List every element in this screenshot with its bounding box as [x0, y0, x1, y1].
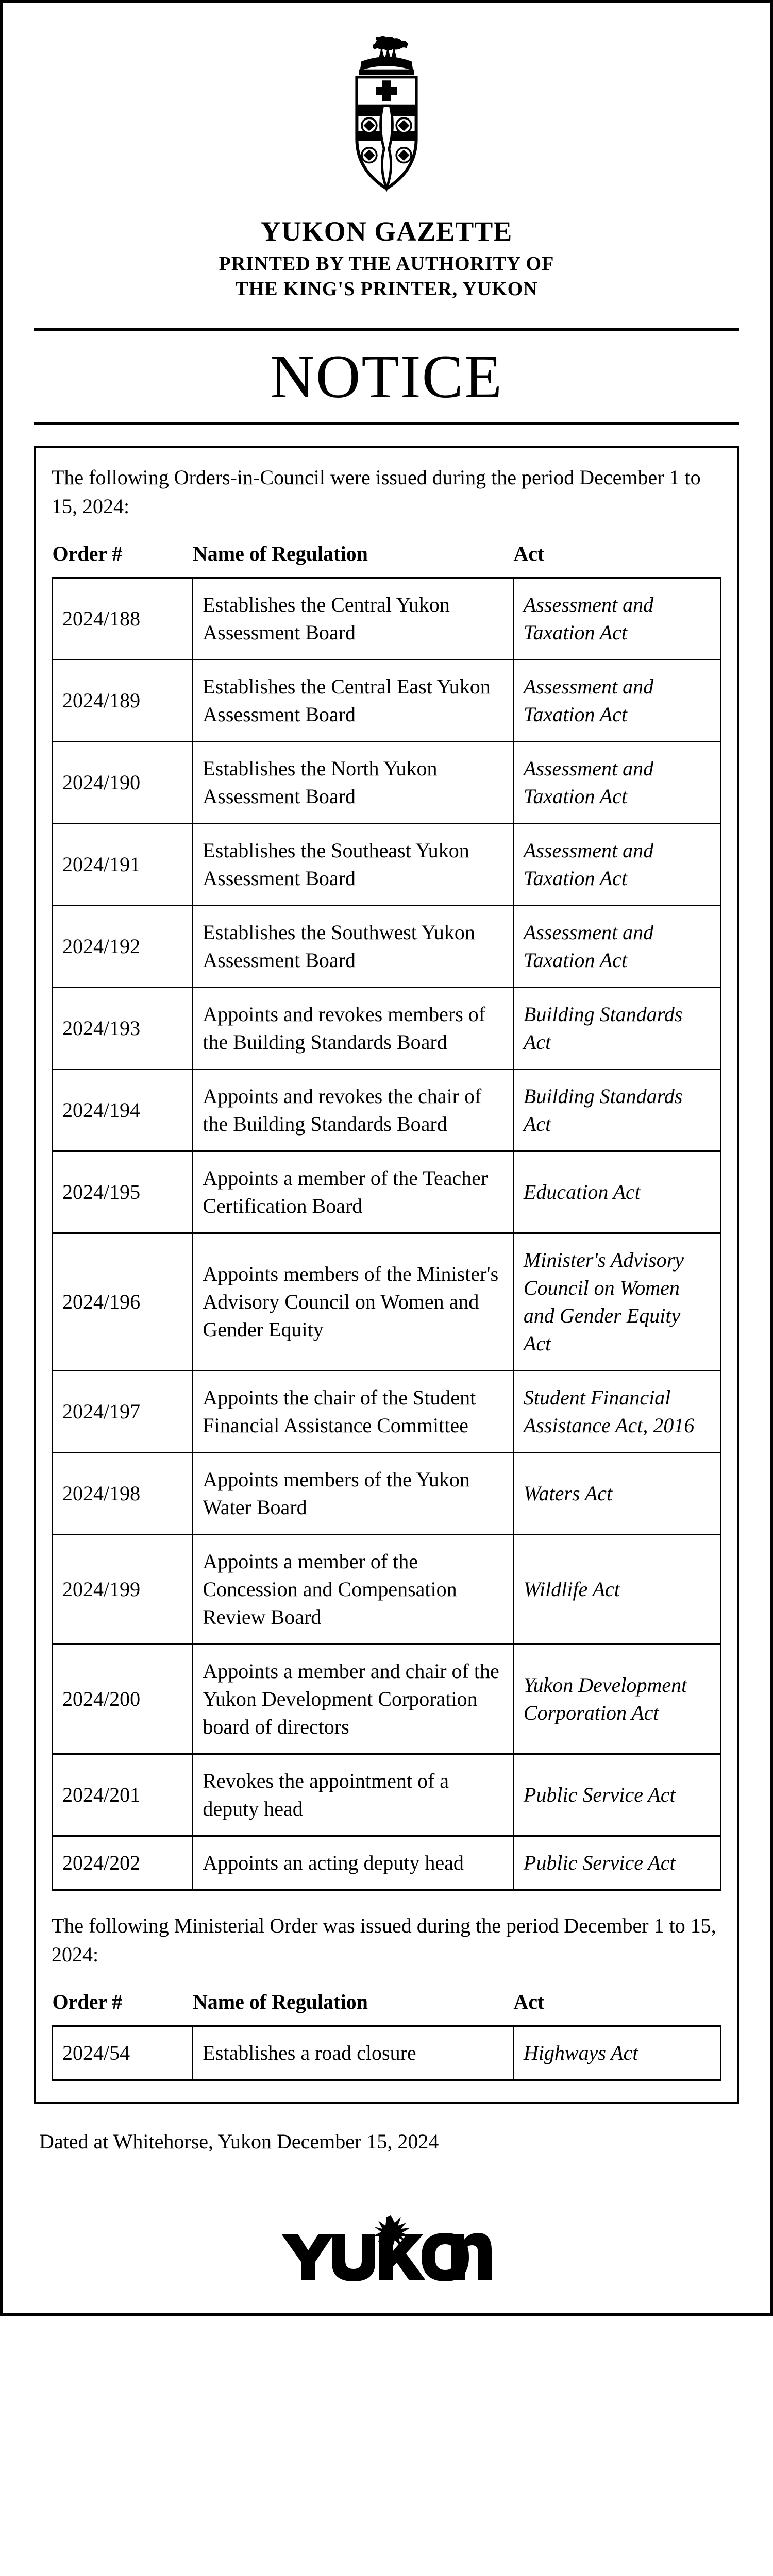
orders-box: The following Orders-in-Council were iss…: [34, 446, 739, 2104]
act-cell: Education Act: [513, 1151, 720, 1233]
order-number-cell: 2024/195: [53, 1151, 193, 1233]
order-number-cell: 2024/202: [53, 1836, 193, 1890]
regulation-name-cell: Appoints the chair of the Student Financ…: [193, 1370, 514, 1452]
orders-in-council-table: Order # Name of Regulation Act 2024/188E…: [52, 536, 721, 1891]
table-row: 2024/202Appoints an acting deputy headPu…: [53, 1836, 721, 1890]
table-row: 2024/195Appoints a member of the Teacher…: [53, 1151, 721, 1233]
table-row: 2024/192Establishes the Southwest Yukon …: [53, 905, 721, 987]
order-number-cell: 2024/54: [53, 2026, 193, 2080]
regulation-name-cell: Establishes a road closure: [193, 2026, 514, 2080]
regulation-name-cell: Appoints and revokes the chair of the Bu…: [193, 1069, 514, 1151]
act-cell: Assessment and Taxation Act: [513, 905, 720, 987]
act-cell: Waters Act: [513, 1452, 720, 1534]
act-cell: Highways Act: [513, 2026, 720, 2080]
table-row: 2024/198Appoints members of the Yukon Wa…: [53, 1452, 721, 1534]
act-cell: Yukon Development Corporation Act: [513, 1644, 720, 1754]
order-number-cell: 2024/196: [53, 1233, 193, 1370]
table-row: 2024/189Establishes the Central East Yuk…: [53, 659, 721, 741]
table-row: 2024/190Establishes the North Yukon Asse…: [53, 741, 721, 823]
table-row: 2024/197Appoints the chair of the Studen…: [53, 1370, 721, 1452]
yukon-coat-of-arms: [325, 34, 448, 195]
order-number-cell: 2024/194: [53, 1069, 193, 1151]
act-cell: Assessment and Taxation Act: [513, 659, 720, 741]
table-row: 2024/194Appoints and revokes the chair o…: [53, 1069, 721, 1151]
order-number-cell: 2024/198: [53, 1452, 193, 1534]
regulation-name-cell: Establishes the Central East Yukon Asses…: [193, 659, 514, 741]
regulation-name-cell: Establishes the Central Yukon Assessment…: [193, 578, 514, 659]
order-number-cell: 2024/200: [53, 1644, 193, 1754]
table-row: 2024/196Appoints members of the Minister…: [53, 1233, 721, 1370]
table-row: 2024/200Appoints a member and chair of t…: [53, 1644, 721, 1754]
act-cell: Building Standards Act: [513, 987, 720, 1069]
order-number-cell: 2024/190: [53, 741, 193, 823]
regulation-name-cell: Establishes the Southeast Yukon Assessme…: [193, 823, 514, 905]
order-number-cell: 2024/189: [53, 659, 193, 741]
col-header-name: Name of Regulation: [193, 1985, 514, 2026]
table-row: 2024/191Establishes the Southeast Yukon …: [53, 823, 721, 905]
yukon-logo: [278, 2215, 495, 2282]
order-number-cell: 2024/199: [53, 1534, 193, 1644]
gazette-subtitle-2: THE KING'S PRINTER, YUKON: [34, 277, 739, 302]
order-number-cell: 2024/193: [53, 987, 193, 1069]
regulation-name-cell: Revokes the appointment of a deputy head: [193, 1754, 514, 1836]
act-cell: Public Service Act: [513, 1836, 720, 1890]
order-number-cell: 2024/188: [53, 578, 193, 659]
act-cell: Student Financial Assistance Act, 2016: [513, 1370, 720, 1452]
regulation-name-cell: Appoints members of the Minister's Advis…: [193, 1233, 514, 1370]
act-cell: Building Standards Act: [513, 1069, 720, 1151]
ministerial-intro: The following Ministerial Order was issu…: [52, 1911, 721, 1969]
table-row: 2024/188Establishes the Central Yukon As…: [53, 578, 721, 659]
order-number-cell: 2024/191: [53, 823, 193, 905]
regulation-name-cell: Establishes the North Yukon Assessment B…: [193, 741, 514, 823]
act-cell: Minister's Advisory Council on Women and…: [513, 1233, 720, 1370]
col-header-order: Order #: [53, 536, 193, 578]
gazette-title: YUKON GAZETTE: [34, 215, 739, 247]
regulation-name-cell: Appoints a member of the Concession and …: [193, 1534, 514, 1644]
regulation-name-cell: Appoints members of the Yukon Water Boar…: [193, 1452, 514, 1534]
regulation-name-cell: Appoints a member and chair of the Yukon…: [193, 1644, 514, 1754]
col-header-name: Name of Regulation: [193, 536, 514, 578]
act-cell: Wildlife Act: [513, 1534, 720, 1644]
regulation-name-cell: Appoints and revokes members of the Buil…: [193, 987, 514, 1069]
col-header-act: Act: [513, 536, 720, 578]
table-row: 2024/54Establishes a road closureHighway…: [53, 2026, 721, 2080]
col-header-act: Act: [513, 1985, 720, 2026]
act-cell: Assessment and Taxation Act: [513, 741, 720, 823]
table-row: 2024/193Appoints and revokes members of …: [53, 987, 721, 1069]
col-header-order: Order #: [53, 1985, 193, 2026]
orders-intro: The following Orders-in-Council were iss…: [52, 463, 721, 521]
table-row: 2024/199Appoints a member of the Concess…: [53, 1534, 721, 1644]
act-cell: Assessment and Taxation Act: [513, 823, 720, 905]
gazette-subtitle-1: PRINTED BY THE AUTHORITY OF: [34, 251, 739, 277]
regulation-name-cell: Appoints an acting deputy head: [193, 1836, 514, 1890]
regulation-name-cell: Establishes the Southwest Yukon Assessme…: [193, 905, 514, 987]
act-cell: Assessment and Taxation Act: [513, 578, 720, 659]
table-row: 2024/201Revokes the appointment of a dep…: [53, 1754, 721, 1836]
act-cell: Public Service Act: [513, 1754, 720, 1836]
order-number-cell: 2024/201: [53, 1754, 193, 1836]
order-number-cell: 2024/197: [53, 1370, 193, 1452]
order-number-cell: 2024/192: [53, 905, 193, 987]
dated-line: Dated at Whitehorse, Yukon December 15, …: [39, 2129, 739, 2154]
notice-heading: NOTICE: [34, 341, 739, 412]
regulation-name-cell: Appoints a member of the Teacher Certifi…: [193, 1151, 514, 1233]
ministerial-orders-table: Order # Name of Regulation Act 2024/54Es…: [52, 1985, 721, 2081]
